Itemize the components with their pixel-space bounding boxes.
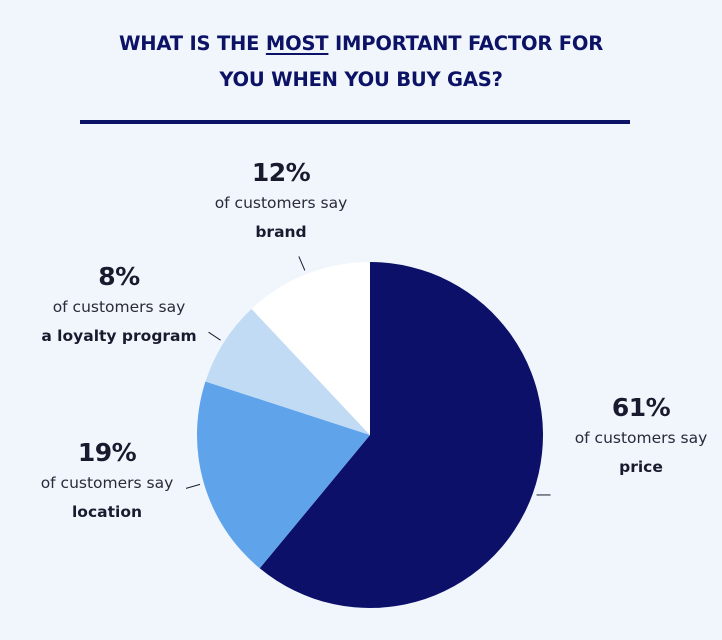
- leader-line-a-loyalty-program: [208, 331, 221, 341]
- slice-factor: brand: [255, 223, 307, 241]
- title-emphasis: MOST: [265, 32, 329, 55]
- slice-factor: price: [619, 458, 663, 476]
- pie-slice-a-loyalty-program: [205, 308, 370, 435]
- label-price: 61% of customers say price: [556, 393, 722, 481]
- title-divider: [80, 120, 630, 124]
- title-text-start: WHAT IS THE: [118, 32, 266, 55]
- slice-factor: a loyalty program: [41, 327, 197, 345]
- pie-slice-location: [197, 381, 370, 569]
- slice-prefix: of customers say: [40, 474, 174, 492]
- label-location: 19% of customers say location: [22, 438, 192, 526]
- leader-line-location: [185, 483, 201, 489]
- chart-title: WHAT IS THE MOST IMPORTANT FACTOR FOR YO…: [0, 26, 722, 98]
- pie-slice-brand: [251, 262, 370, 435]
- slice-prefix: of customers say: [574, 429, 708, 447]
- leader-line-brand: [298, 256, 306, 271]
- slice-percent: 8%: [98, 262, 140, 291]
- slice-factor: location: [71, 503, 142, 521]
- slice-prefix: of customers say: [214, 194, 348, 212]
- title-line-2: YOU WHEN YOU BUY GAS?: [219, 68, 503, 91]
- title-line-1: WHAT IS THE MOST IMPORTANT FACTOR FOR: [0, 26, 722, 62]
- label-loyalty-program: 8% of customers say a loyalty program: [24, 262, 214, 350]
- slice-percent: 19%: [77, 438, 137, 467]
- slice-prefix: of customers say: [52, 298, 186, 316]
- slice-percent: 12%: [251, 158, 311, 187]
- slice-percent: 61%: [611, 393, 671, 422]
- label-brand: 12% of customers say brand: [196, 158, 366, 246]
- pie-slice-price: [259, 262, 544, 608]
- title-text-end: IMPORTANT FACTOR FOR: [328, 32, 604, 55]
